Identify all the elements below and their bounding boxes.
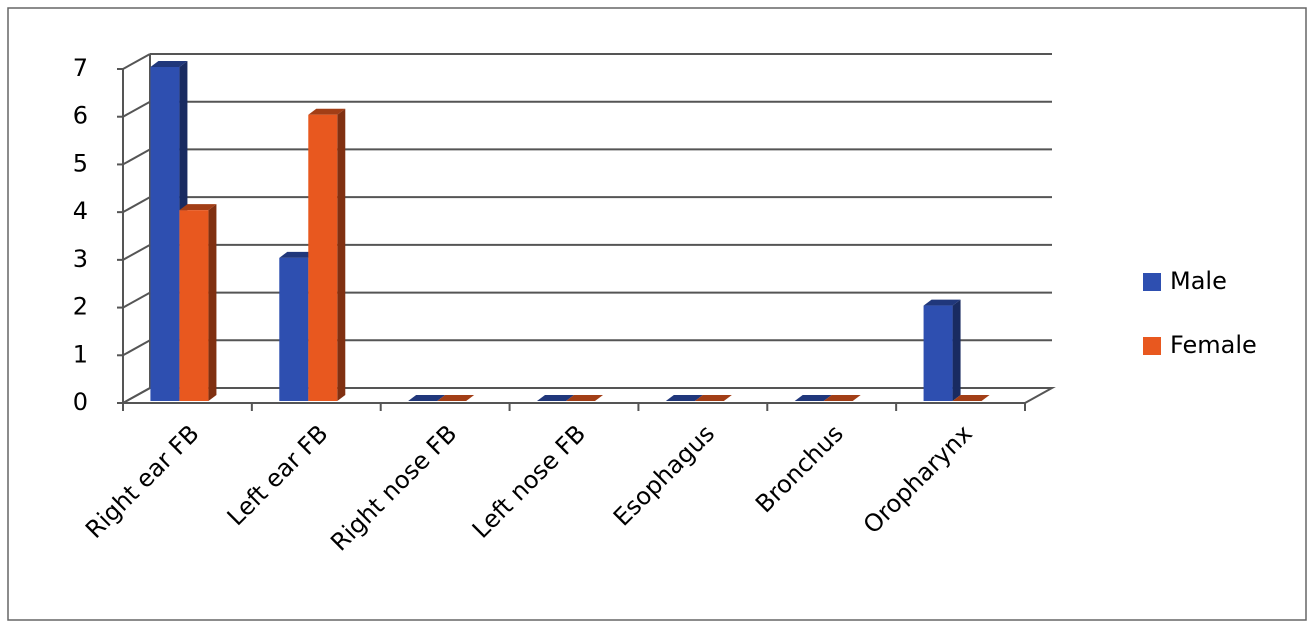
bar (179, 204, 217, 401)
bar-face (665, 395, 703, 401)
grid-line-side (122, 53, 151, 70)
bar-face (923, 305, 953, 401)
chart-border (7, 7, 1307, 621)
bar-face (150, 67, 180, 401)
bar-face (952, 395, 990, 401)
bar-face (337, 108, 346, 401)
grid-line-side (122, 339, 151, 357)
legend-label: Male (1170, 267, 1227, 295)
bar-face (537, 395, 574, 401)
y-tick-label: 7 (73, 54, 88, 82)
bar-face (794, 395, 832, 401)
bar-face (308, 114, 338, 401)
legend-swatch (1143, 273, 1161, 291)
bar (308, 108, 346, 401)
bar (566, 395, 603, 401)
bar-face (208, 204, 217, 401)
legend-swatch (1143, 337, 1161, 355)
y-tick-label: 5 (73, 149, 88, 177)
legend-label: Female (1170, 331, 1257, 359)
bar (794, 395, 832, 401)
bar (823, 395, 861, 401)
bar-face (437, 395, 475, 401)
y-tick-label: 2 (73, 293, 88, 321)
bar (665, 395, 703, 401)
bar-face (279, 251, 317, 258)
grid-line-side (122, 148, 151, 166)
bar (952, 395, 990, 401)
bar-face (694, 395, 732, 401)
y-tick-label: 1 (73, 340, 88, 368)
bar-face (408, 395, 446, 401)
bar-face (279, 257, 309, 401)
bar-face (566, 395, 603, 401)
bar-face (952, 299, 961, 401)
y-tick-label: 3 (73, 245, 88, 273)
grid-line-side (122, 196, 151, 214)
bar (408, 395, 446, 401)
grid-line-side (122, 243, 151, 261)
bar (437, 395, 475, 401)
bar-face (150, 61, 188, 67)
grid-line-side (122, 291, 151, 309)
bar (923, 299, 961, 401)
bar-face (923, 299, 961, 306)
bar (150, 61, 188, 401)
bar-face (308, 108, 346, 115)
bar-face (823, 395, 861, 401)
bar-face (179, 210, 209, 401)
y-tick-label: 4 (73, 197, 88, 225)
y-tick-label: 0 (73, 388, 88, 416)
bar (694, 395, 732, 401)
grid-line-side (122, 100, 151, 118)
grid-line-side (122, 387, 151, 404)
bar-face (179, 204, 217, 211)
bar (537, 395, 574, 401)
y-tick-label: 6 (73, 102, 88, 130)
